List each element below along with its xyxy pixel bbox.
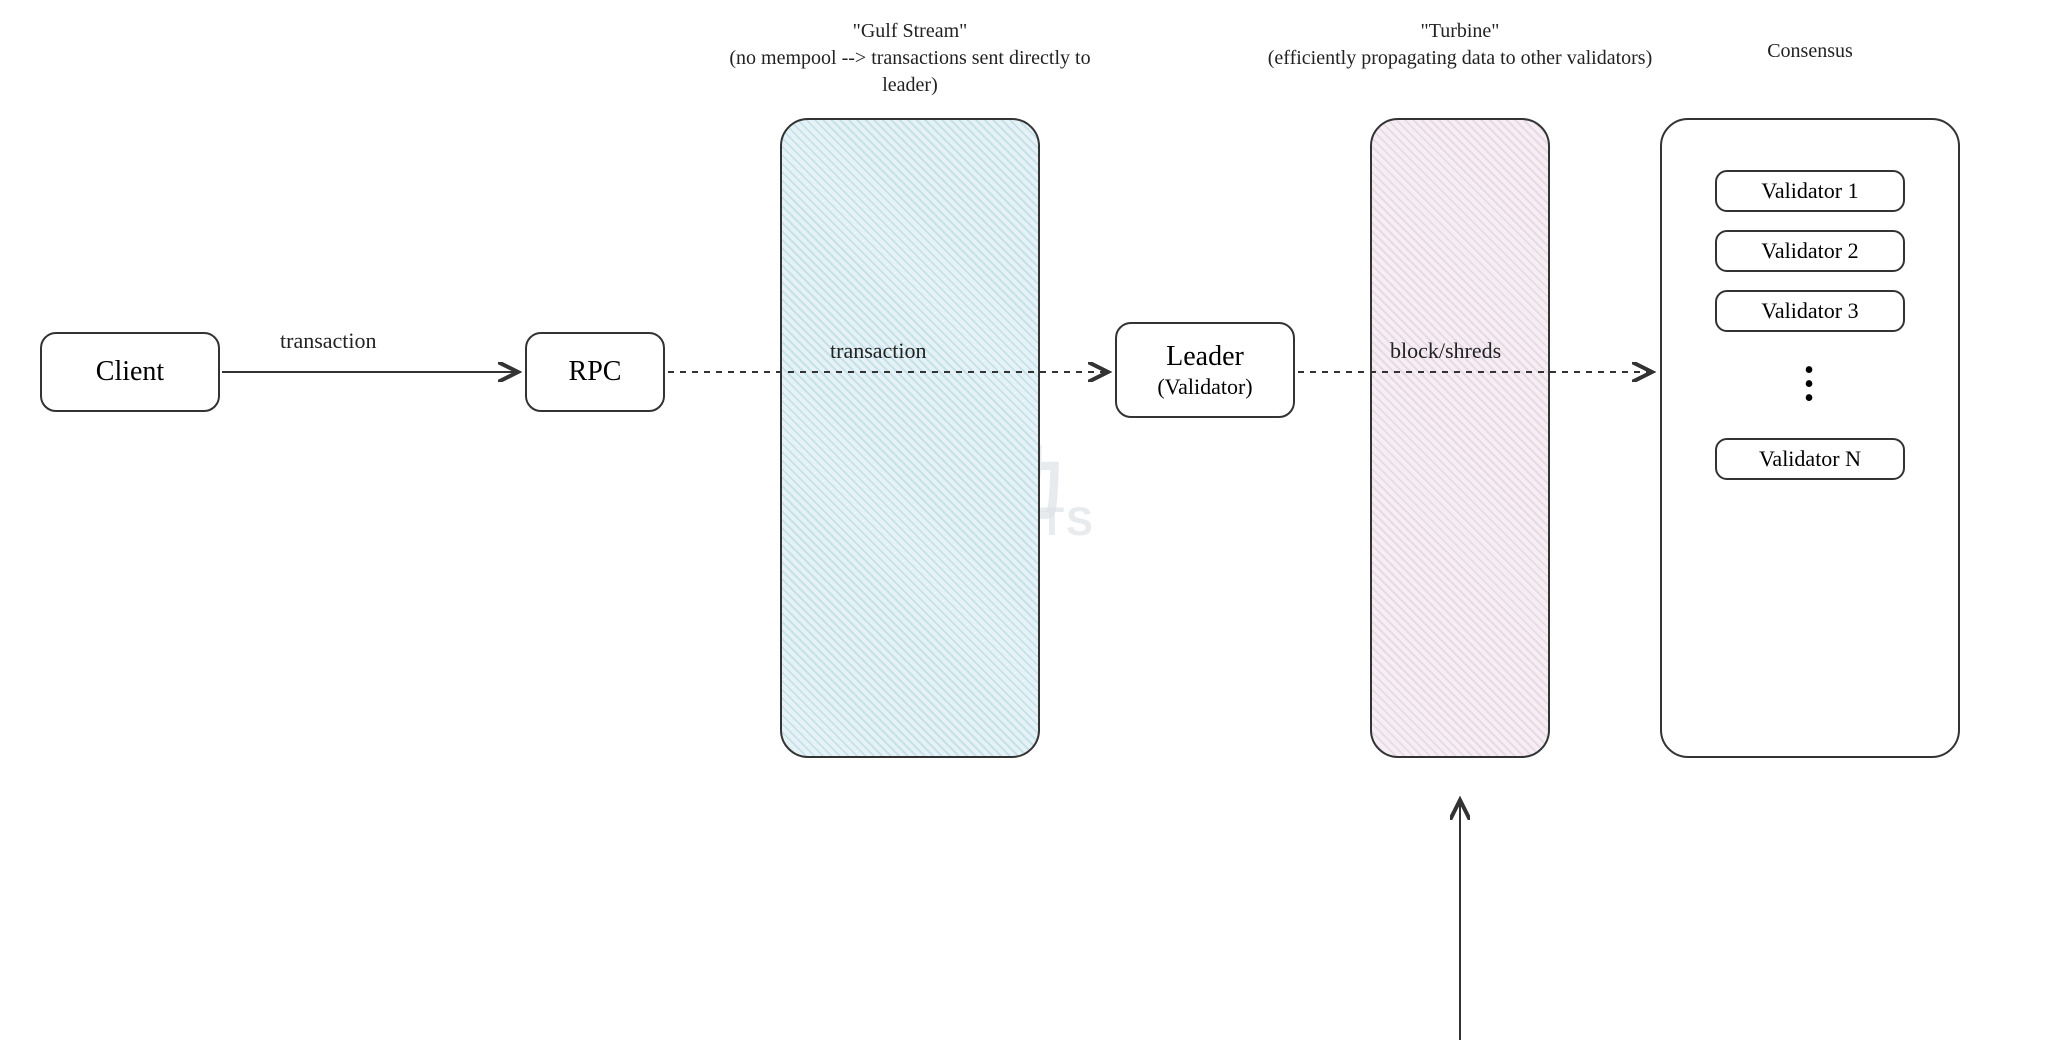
rpc-node: RPC — [525, 332, 665, 412]
ellipsis-dots: ••• — [1804, 364, 1816, 406]
validator-item: Validator 3 — [1715, 290, 1905, 332]
validator-item: Validator 2 — [1715, 230, 1905, 272]
client-label: Client — [96, 355, 164, 389]
leader-label-1: Leader — [1166, 340, 1244, 374]
turbine-box — [1370, 118, 1550, 758]
leader-node: Leader (Validator) — [1115, 322, 1295, 418]
leader-label-2: (Validator) — [1157, 374, 1252, 400]
gulfstream-subtitle: (no mempool --> transactions sent direct… — [710, 45, 1110, 99]
validator-item: Validator N — [1715, 438, 1905, 480]
edge-label-blockshreds: block/shreds — [1390, 338, 1501, 364]
turbine-label: "Turbine" (efficiently propagating data … — [1260, 18, 1660, 72]
edge-label-transaction-2: transaction — [830, 338, 927, 364]
rpc-label: RPC — [569, 355, 622, 389]
turbine-title: "Turbine" — [1260, 18, 1660, 45]
gulfstream-label: "Gulf Stream" (no mempool --> transactio… — [710, 18, 1110, 99]
turbine-subtitle: (efficiently propagating data to other v… — [1260, 45, 1660, 72]
consensus-label: Consensus — [1610, 38, 2010, 65]
consensus-box: Validator 1 Validator 2 Validator 3 ••• … — [1660, 118, 1960, 758]
edge-label-transaction-1: transaction — [280, 328, 377, 354]
gulfstream-box — [780, 118, 1040, 758]
gulfstream-title: "Gulf Stream" — [710, 18, 1110, 45]
client-node: Client — [40, 332, 220, 412]
validator-item: Validator 1 — [1715, 170, 1905, 212]
